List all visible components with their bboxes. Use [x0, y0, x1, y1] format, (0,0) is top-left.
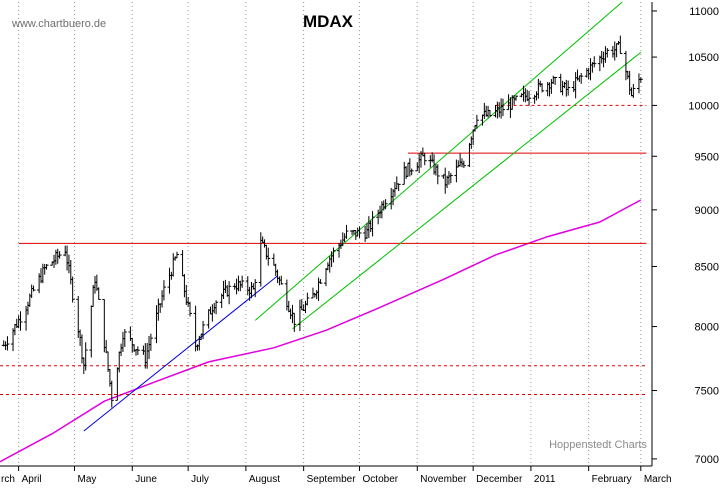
y-tick-label: 9500	[695, 151, 719, 163]
x-tick-label: February	[592, 474, 632, 485]
x-tick-label: December	[476, 474, 523, 485]
x-tick-label: May	[78, 474, 97, 485]
ohlc-bars-layer	[1, 35, 643, 408]
trend-lines-layer	[83, 1, 642, 432]
x-tick-label: June	[135, 474, 157, 485]
chart-title: MDAX	[303, 12, 354, 31]
y-tick-label: 10000	[688, 100, 719, 112]
green-channel-line	[254, 1, 623, 321]
moving-average-line	[0, 199, 642, 463]
y-axis: 7000 7500 8000 8500 9000 9500 10000 10500 11000	[651, 2, 719, 466]
y-tick-label: 11000	[689, 6, 719, 18]
x-tick-label: September	[307, 474, 357, 485]
moving-average-layer	[0, 199, 642, 463]
x-tick-label: rch	[1, 474, 15, 485]
reference-lines-layer	[0, 104, 647, 395]
x-tick-label: April	[22, 474, 42, 485]
y-tick-label: 7500	[695, 386, 719, 398]
x-tick-label: March	[644, 474, 672, 485]
y-tick-label: 8000	[695, 322, 719, 334]
watermark: www.chartbuero.de	[11, 18, 106, 30]
credit-label: Hoppenstedt Charts	[549, 439, 647, 451]
x-tick-label: November	[420, 474, 467, 485]
y-tick-label: 9000	[695, 205, 719, 217]
x-tick-label: October	[363, 474, 399, 485]
x-axis: rch April May June July August September Octobe…	[0, 465, 672, 485]
y-tick-label: 10500	[688, 52, 719, 64]
green-channel-line	[292, 51, 642, 330]
x-tick-label: August	[249, 474, 280, 485]
y-tick-label: 8500	[695, 261, 719, 273]
x-tick-label: July	[191, 474, 209, 485]
x-tick-label: 2011	[534, 474, 556, 485]
y-tick-label: 7000	[695, 454, 719, 466]
blue-trend-line	[83, 275, 278, 432]
